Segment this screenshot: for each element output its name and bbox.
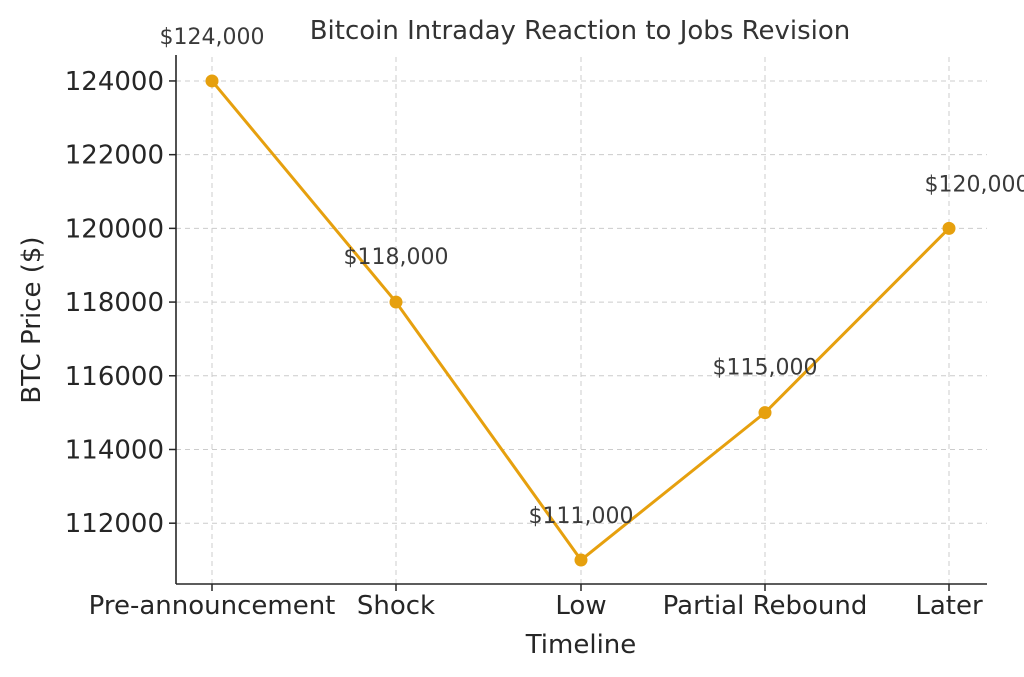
x-axis-label: Timeline bbox=[525, 630, 637, 660]
y-axis-label: BTC Price ($) bbox=[17, 236, 47, 403]
grid-lines bbox=[176, 57, 987, 584]
x-axis-ticks: Pre-announcement Shock Low Partial Rebound L… bbox=[89, 584, 983, 621]
y-tick-label: 114000 bbox=[65, 435, 164, 465]
data-label: $120,000 bbox=[925, 172, 1024, 197]
y-tick-label: 112000 bbox=[65, 509, 164, 539]
data-point bbox=[942, 221, 956, 235]
chart-title: Bitcoin Intraday Reaction to Jobs Revisi… bbox=[310, 16, 851, 46]
data-label: $111,000 bbox=[529, 504, 634, 529]
data-point bbox=[574, 553, 588, 567]
data-point bbox=[758, 406, 772, 420]
x-tick-label: Later bbox=[915, 591, 983, 621]
x-tick-label: Low bbox=[555, 591, 606, 621]
y-tick-label: 122000 bbox=[65, 141, 164, 171]
data-label: $118,000 bbox=[344, 245, 449, 270]
x-tick-label: Partial Rebound bbox=[663, 591, 868, 621]
y-tick-label: 124000 bbox=[65, 67, 164, 97]
series-line-group bbox=[205, 74, 956, 567]
data-point bbox=[205, 74, 219, 88]
x-tick-label: Shock bbox=[357, 591, 435, 621]
y-tick-label: 116000 bbox=[65, 362, 164, 392]
data-label: $115,000 bbox=[713, 356, 818, 381]
y-axis-ticks: 112000 114000 116000 118000 120000 122000 1240… bbox=[65, 67, 176, 539]
y-tick-label: 118000 bbox=[65, 288, 164, 318]
data-point bbox=[389, 295, 403, 309]
data-label: $124,000 bbox=[160, 25, 265, 50]
x-tick-label: Pre-announcement bbox=[89, 591, 336, 621]
y-tick-label: 120000 bbox=[65, 214, 164, 244]
data-labels: $124,000 $118,000 $111,000 $115,000 $120,000 bbox=[160, 25, 1024, 529]
